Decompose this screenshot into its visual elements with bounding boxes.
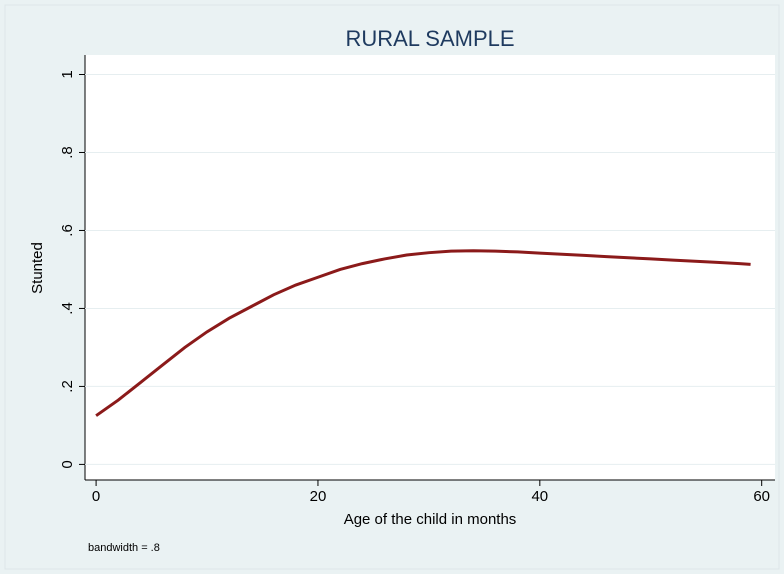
y-axis-label: Stunted [29, 242, 46, 294]
plot-area [85, 55, 775, 480]
y-tick-label: .4 [59, 302, 76, 315]
x-tick-label: 60 [753, 488, 770, 505]
line-series [95, 249, 751, 417]
x-tick-label: 0 [92, 488, 100, 505]
y-tick-label: .6 [59, 224, 76, 237]
x-tick-label: 20 [310, 488, 327, 505]
x-tick-label: 40 [531, 488, 548, 505]
y-tick-label: 1 [59, 70, 76, 78]
chart-title: RURAL SAMPLE [345, 26, 514, 51]
x-axis-label: Age of the child in months [344, 511, 517, 528]
note: bandwidth = .8 [88, 542, 160, 554]
y-tick-label: 0 [59, 460, 76, 468]
y-tick-label: .2 [59, 380, 76, 393]
y-tick-label: .8 [59, 146, 76, 159]
